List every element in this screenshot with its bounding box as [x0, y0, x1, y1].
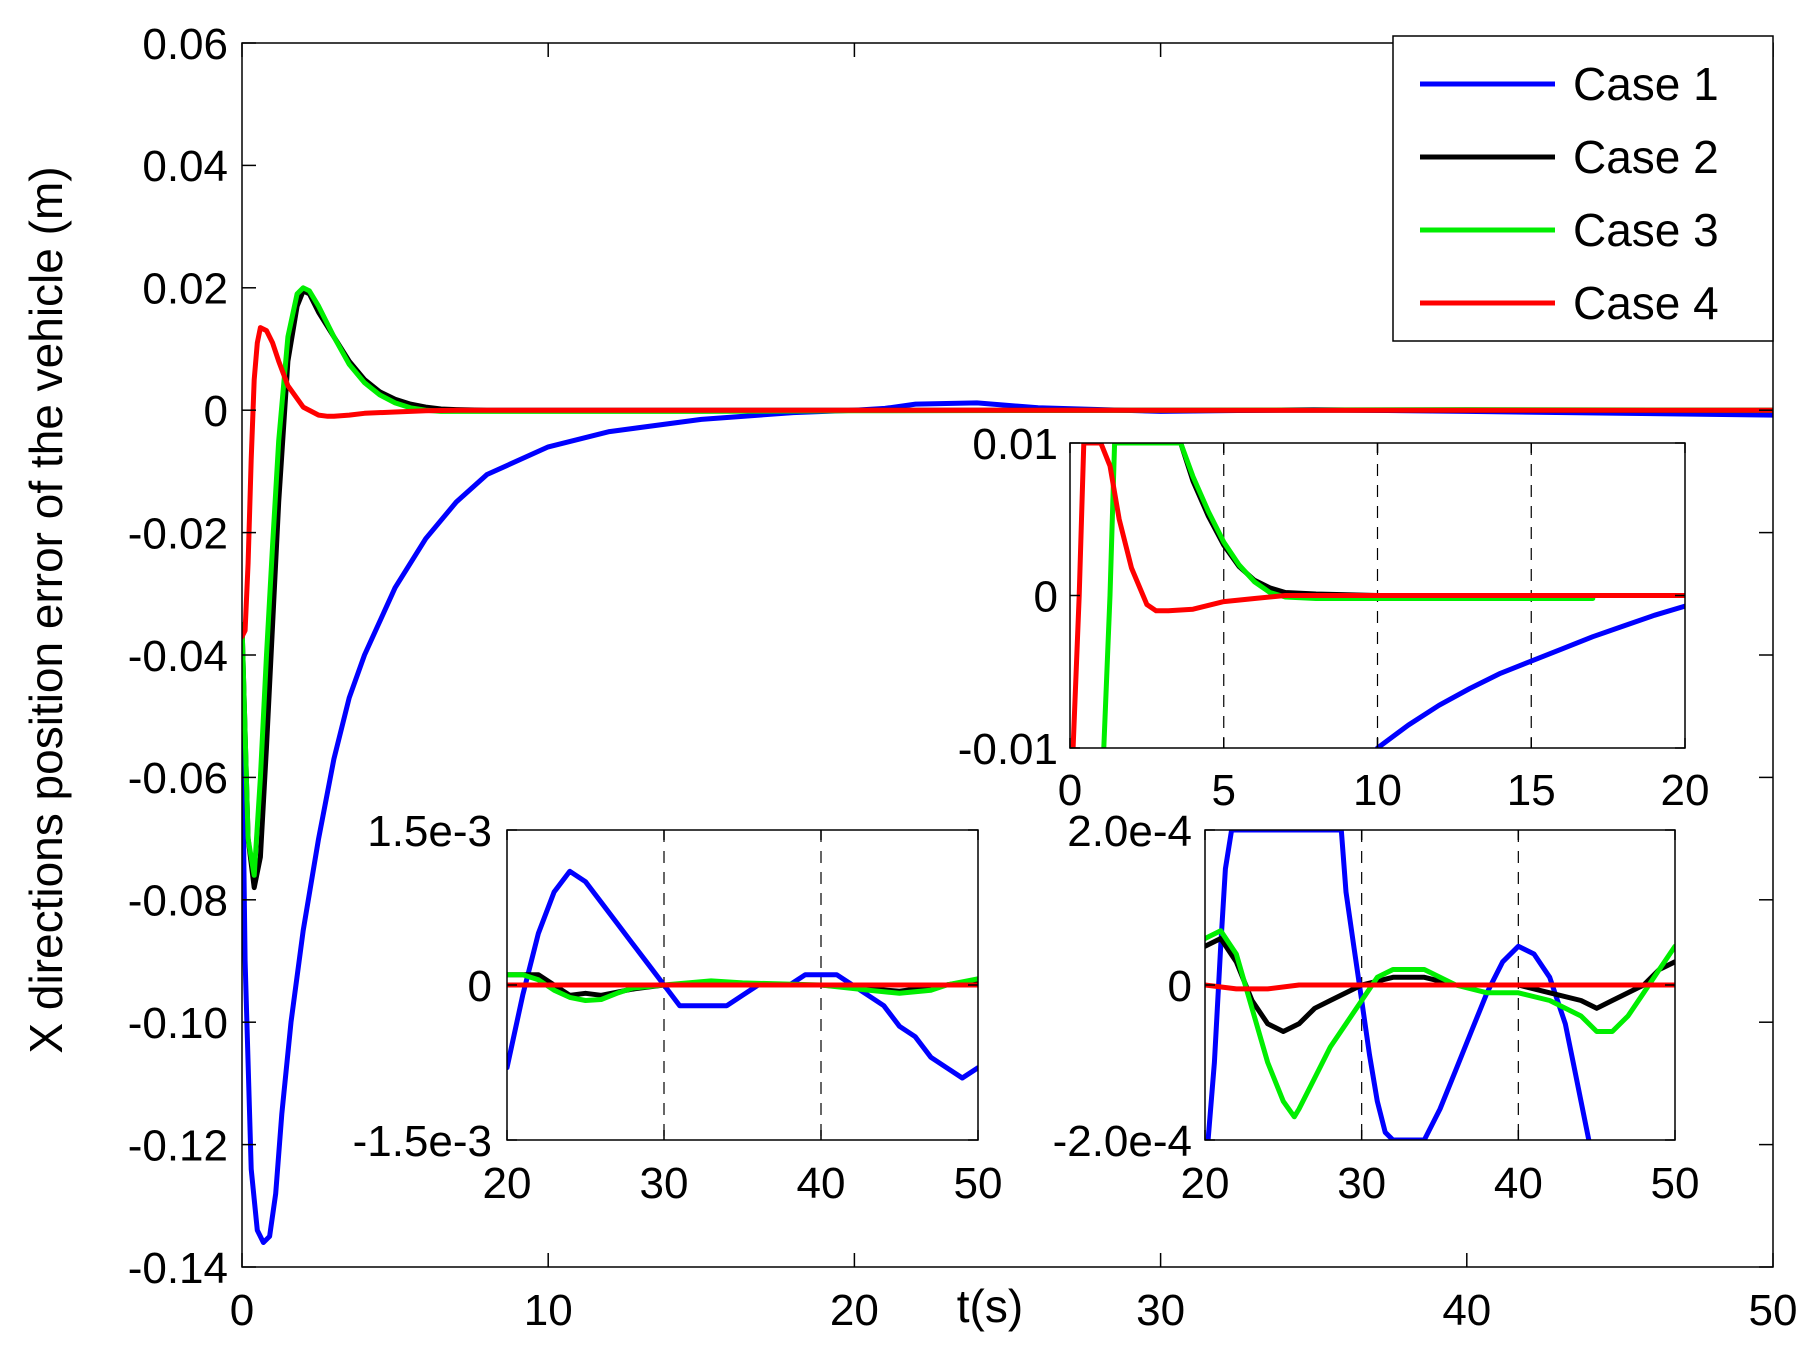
x-tick-label: 0	[1058, 766, 1082, 815]
x-tick-label: 15	[1507, 766, 1556, 815]
legend: Case 1 Case 2 Case 3 Case 4	[1392, 35, 1774, 342]
y-tick-label: -1.5e-3	[353, 1117, 492, 1166]
legend-label-case-1: Case 1	[1573, 58, 1719, 110]
y-tick-label: -0.08	[128, 877, 228, 926]
x-tick-label: 0	[230, 1286, 254, 1335]
y-tick-label: -0.12	[128, 1121, 228, 1170]
y-tick-label: 0	[1168, 962, 1192, 1011]
x-tick-label: 20	[1661, 766, 1710, 815]
x-tick-label: 40	[797, 1159, 846, 1208]
series-line-case-4	[1070, 443, 1685, 748]
y-tick-label: 0	[468, 962, 492, 1011]
x-tick-label: 50	[1749, 1286, 1798, 1335]
series-group	[1070, 443, 1685, 748]
series-line-case-3	[1101, 443, 1596, 748]
series-line-case-1	[242, 400, 1773, 1245]
y-tick-label: -0.02	[128, 509, 228, 558]
y-tick-label: 2.0e-4	[1067, 807, 1192, 856]
y-tick-label: 0.06	[142, 20, 228, 69]
series-line-case-4	[1205, 982, 1675, 992]
y-tick-label: -0.01	[958, 725, 1058, 774]
inset-plot-1: 0 5 10 15 200.010-0.01	[958, 420, 1710, 815]
inset-plot-2: 20 30 40 50 1.5e-3 0 -1.5e-3	[353, 807, 1003, 1208]
x-axis-label: t(s)	[957, 1280, 1023, 1332]
x-tick-label: 40	[1494, 1159, 1543, 1208]
series-group	[242, 285, 1773, 1245]
x-tick-label: 20	[483, 1159, 532, 1208]
inset-plot-3: 20 30 40 50 2.0e-4 0 -2.0e-4	[1053, 807, 1700, 1208]
y-tick-label: -0.14	[128, 1244, 228, 1293]
y-tick-label: -0.04	[128, 632, 228, 681]
x-tick-label: 30	[1337, 1159, 1386, 1208]
y-axis-label: X directions position error of the vehic…	[20, 166, 72, 1053]
x-tick-label: 50	[1651, 1159, 1700, 1208]
y-tick-label: 0	[204, 387, 228, 436]
y-tick-label: 1.5e-3	[367, 807, 492, 856]
x-tick-label: 30	[640, 1159, 689, 1208]
y-tick-label: 0	[1034, 572, 1058, 621]
series-line-case-1	[1375, 603, 1685, 748]
y-tick-label: 0.04	[142, 142, 228, 191]
y-tick-label: 0.02	[142, 265, 228, 314]
x-tick-label: 5	[1212, 766, 1236, 815]
series-line-case-4	[242, 325, 1773, 640]
series-group	[507, 868, 978, 1081]
x-tick-label: 10	[1353, 766, 1402, 815]
series-line-case-1	[507, 868, 978, 1081]
series-line-case-3	[1205, 928, 1675, 1120]
series-line-case-1	[1205, 830, 1592, 1140]
y-tick-label: -0.10	[128, 999, 228, 1048]
x-tick-label: 20	[830, 1286, 879, 1335]
x-tick-label: 30	[1136, 1286, 1185, 1335]
series-group	[1205, 830, 1675, 1140]
y-tick-label: -2.0e-4	[1053, 1117, 1192, 1166]
y-tick-label: -0.06	[128, 754, 228, 803]
series-line-case-2	[1205, 936, 1675, 1034]
y-tick-label: 0.01	[972, 420, 1058, 469]
legend-label-case-3: Case 3	[1573, 204, 1719, 256]
legend-box	[1392, 35, 1774, 342]
legend-label-case-2: Case 2	[1573, 131, 1719, 183]
x-tick-label: 20	[1181, 1159, 1230, 1208]
x-tick-label: 40	[1442, 1286, 1491, 1335]
x-tick-label: 10	[524, 1286, 573, 1335]
legend-label-case-4: Case 4	[1573, 277, 1719, 329]
x-tick-label: 50	[954, 1159, 1003, 1208]
